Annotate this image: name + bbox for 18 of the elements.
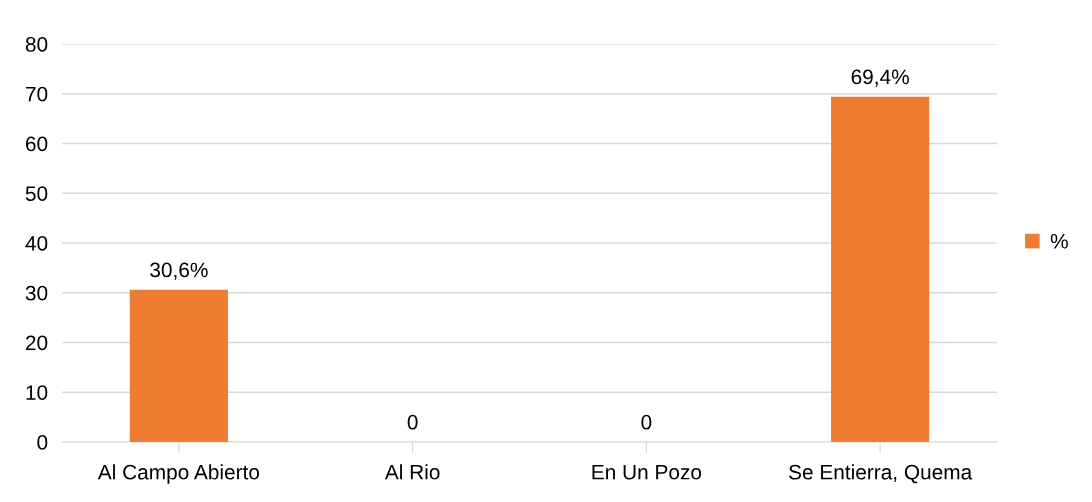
data-label: 0: [407, 414, 418, 430]
x-tick-label: Al Rio: [384, 464, 440, 480]
x-tick-label: Al Campo Abierto: [97, 464, 260, 484]
y-tick-label: 60: [26, 136, 48, 152]
y-tick-label: 20: [25, 335, 48, 351]
y-tick-label: 70: [26, 86, 48, 102]
y-tick-label: 40: [25, 236, 48, 251]
y-tick-label: 50: [25, 186, 48, 201]
legend-label: %: [1050, 233, 1068, 249]
data-label: 30,6%: [150, 262, 208, 280]
y-tick-label: 80: [25, 37, 48, 52]
y-tick-label: 30: [25, 285, 48, 301]
x-tick-label: En Un Pozo: [592, 464, 702, 480]
data-label: 69,4%: [851, 69, 909, 87]
data-label: 0: [641, 414, 652, 430]
y-tick-label: 10: [26, 385, 48, 400]
x-tick-label: Se Entierra, Quema: [789, 464, 973, 484]
y-tick-label: 0: [37, 435, 48, 450]
